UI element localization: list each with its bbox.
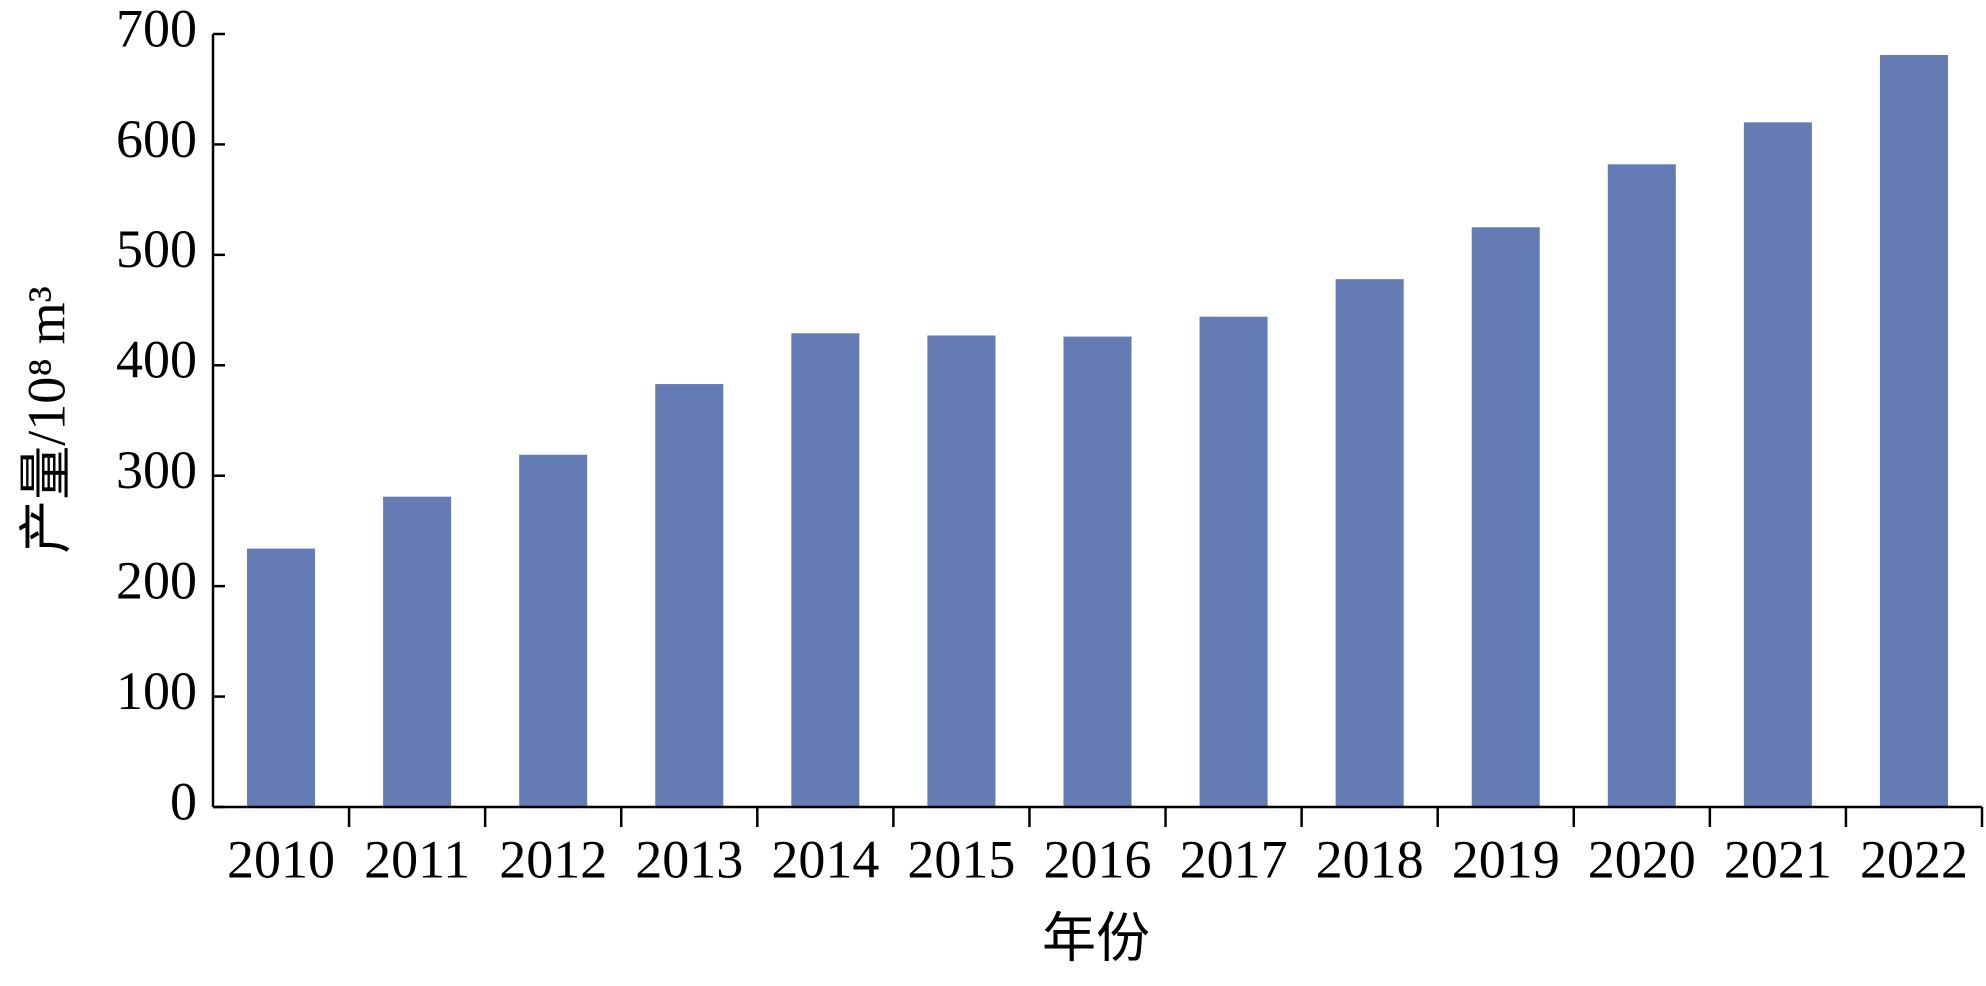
bar — [1335, 279, 1404, 807]
bar — [1879, 54, 1948, 807]
x-tick-label: 2017 — [1180, 829, 1288, 889]
y-axis-label: 产量/10⁸ m³ — [16, 286, 76, 554]
bar — [927, 335, 996, 807]
x-tick-label: 2022 — [1860, 829, 1968, 889]
bar — [1607, 164, 1676, 807]
bar — [655, 384, 724, 807]
bar — [519, 454, 588, 807]
y-tick-label: 500 — [116, 219, 197, 279]
bar — [383, 496, 452, 807]
x-tick-label: 2019 — [1452, 829, 1560, 889]
bar — [1063, 336, 1132, 807]
x-tick-label: 2010 — [227, 829, 335, 889]
x-tick-label: 2020 — [1588, 829, 1696, 889]
x-axis-label: 年份 — [1042, 908, 1150, 968]
bar — [1199, 316, 1268, 807]
bar — [247, 548, 316, 807]
y-tick-label: 400 — [116, 330, 197, 390]
x-tick-label: 2013 — [635, 829, 743, 889]
x-tick-label: 2015 — [907, 829, 1015, 889]
x-tick-label: 2012 — [499, 829, 607, 889]
y-tick-label: 200 — [116, 551, 197, 611]
y-tick-label: 100 — [116, 661, 197, 721]
y-tick-label: 700 — [116, 0, 197, 58]
x-tick-label: 2016 — [1044, 829, 1152, 889]
y-tick-label: 0 — [170, 771, 197, 831]
x-tick-label: 2011 — [364, 829, 470, 889]
bar — [791, 333, 860, 807]
x-tick-label: 2021 — [1724, 829, 1832, 889]
bar — [1471, 227, 1540, 807]
x-tick-label: 2014 — [771, 829, 879, 889]
bar — [1743, 122, 1812, 808]
y-tick-label: 600 — [116, 109, 197, 169]
y-tick-label: 300 — [116, 440, 197, 500]
x-tick-label: 2018 — [1316, 829, 1424, 889]
